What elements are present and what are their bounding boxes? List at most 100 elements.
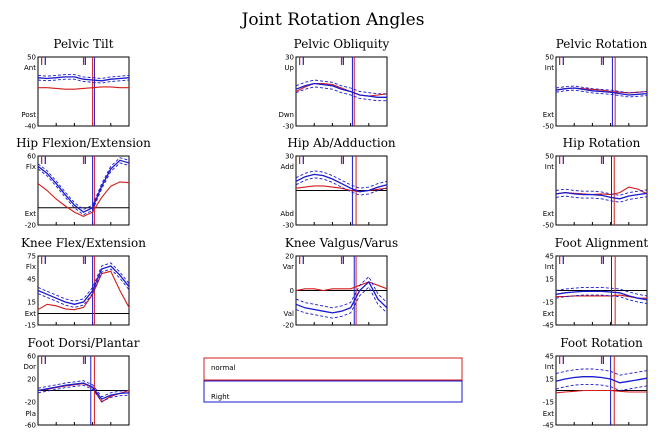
- pelvic-tilt-right-line: [37, 76, 130, 82]
- pelvic-rotation-dir-negative: Ext: [543, 111, 555, 119]
- hip-flexion-extension-chart: Hip Flexion/Extension 60 -20 Flx Ext: [16, 136, 151, 230]
- hip-ab-adduction-dir-negative: Abd: [280, 210, 294, 218]
- pelvic-obliquity-dir-positive: Up: [284, 64, 294, 72]
- hip-rotation-ytick-label: -50: [543, 222, 554, 230]
- foot-dorsi-plantar-dir-positive: Dor: [23, 363, 36, 371]
- foot-dorsi-plantar-ytick-label: 20: [27, 376, 36, 384]
- knee-flex-extension-ytick-label: -15: [25, 322, 36, 330]
- hip-ab-adduction-dir-positive: Add: [280, 163, 294, 171]
- knee-flex-extension-chart: Knee Flex/Extension 75 45 15 -15 Flx Ext: [21, 236, 146, 330]
- foot-dorsi-plantar-ytick-label: 60: [27, 353, 36, 361]
- knee-flex-extension-right-line: [37, 265, 130, 305]
- knee-valgus-varus-right-line: [295, 280, 388, 314]
- pelvic-tilt-ytick-label: 50: [27, 54, 36, 62]
- pelvic-obliquity-frame: [295, 56, 388, 127]
- knee-flex-extension-dir-negative: Ext: [25, 310, 37, 318]
- knee-flex-extension-right-lower-line: [37, 268, 130, 308]
- foot-dorsi-plantar-chart: Foot Dorsi/Plantar 60 20 -20 -60 Dor Pla: [23, 336, 139, 430]
- hip-ab-adduction-right-upper-line: [295, 170, 388, 189]
- hip-rotation-right-upper-line: [555, 188, 648, 196]
- foot-alignment-ytick-label: -15: [543, 299, 554, 307]
- hip-rotation-title: Hip Rotation: [563, 136, 641, 150]
- figure-title: Joint Rotation Angles: [240, 10, 425, 30]
- legend-right-box: [203, 380, 463, 403]
- foot-alignment-right-upper-line: [555, 286, 648, 297]
- foot-alignment-dir-positive: Int: [545, 263, 555, 271]
- foot-dorsi-plantar-normal-line: [37, 383, 130, 403]
- hip-rotation-frame: [555, 155, 648, 226]
- pelvic-tilt-ytick-label: -40: [25, 123, 36, 131]
- foot-rotation-ytick-label: 45: [545, 353, 554, 361]
- pelvic-tilt-right-upper-line: [37, 74, 130, 79]
- hip-flexion-extension-dir-positive: Flx: [26, 163, 36, 171]
- foot-alignment-title: Foot Alignment: [555, 236, 649, 250]
- hip-rotation-chart: Hip Rotation 50 -50 Int Ext: [543, 136, 648, 230]
- pelvic-obliquity-right-lower-line: [295, 86, 387, 102]
- foot-dorsi-plantar-ytick-label: -20: [25, 399, 36, 407]
- foot-rotation-dir-positive: Int: [545, 363, 555, 371]
- foot-alignment-ytick-label: 45: [545, 253, 554, 261]
- hip-rotation-dir-negative: Ext: [543, 210, 555, 218]
- foot-rotation-normal-line: [555, 389, 647, 394]
- pelvic-rotation-right-upper-line: [555, 85, 648, 94]
- pelvic-tilt-right-lower-line: [37, 78, 130, 84]
- knee-valgus-varus-right-upper-line: [295, 275, 388, 309]
- foot-rotation-right-line: [555, 376, 648, 384]
- knee-valgus-varus-ytick-label: -20: [283, 322, 294, 330]
- hip-flexion-extension-frame: [37, 155, 130, 226]
- hip-flexion-extension-title: Hip Flexion/Extension: [16, 136, 151, 150]
- legend-normal-box: [203, 357, 463, 381]
- foot-rotation-right-lower-line: [555, 383, 648, 391]
- pelvic-tilt-chart: Pelvic Tilt 50 -40 Ant Post: [21, 37, 130, 131]
- foot-rotation-title: Foot Rotation: [560, 336, 643, 350]
- pelvic-obliquity-right-upper-line: [295, 79, 387, 95]
- foot-rotation-right-upper-line: [555, 368, 648, 376]
- pelvic-tilt-normal-line: [38, 86, 129, 90]
- hip-flexion-extension-right-line: [37, 159, 130, 213]
- hip-ab-adduction-normal-line: [295, 185, 388, 193]
- foot-alignment-ytick-label: 15: [545, 276, 554, 284]
- hip-rotation-dir-positive: Int: [545, 163, 555, 171]
- hip-flexion-extension-right-upper-line: [37, 157, 130, 211]
- hip-ab-adduction-chart: Hip Ab/Adduction 30 -30 Add Abd: [280, 136, 396, 230]
- hip-flexion-extension-right-lower-line: [37, 162, 130, 216]
- pelvic-rotation-right-line: [555, 87, 648, 96]
- pelvic-tilt-dir-positive: Ant: [24, 64, 36, 72]
- knee-valgus-varus-chart: Knee Valgus/Varus 20 0 -20 Var Val: [283, 236, 399, 330]
- foot-dorsi-plantar-ytick-label: -60: [25, 422, 36, 430]
- pelvic-tilt-title: Pelvic Tilt: [53, 37, 113, 51]
- foot-alignment-ytick-label: -45: [543, 322, 554, 330]
- foot-rotation-ytick-label: -15: [543, 399, 554, 407]
- hip-flexion-extension-ytick-label: -20: [25, 222, 36, 230]
- knee-flex-extension-dir-positive: Flx: [26, 263, 36, 271]
- foot-dorsi-plantar-dir-negative: Pla: [26, 410, 36, 418]
- pelvic-obliquity-title: Pelvic Obliquity: [294, 37, 390, 51]
- knee-flex-extension-frame: [37, 255, 130, 326]
- knee-valgus-varus-dir-negative: Val: [284, 310, 295, 318]
- hip-flexion-extension-dir-negative: Ext: [25, 210, 37, 218]
- hip-rotation-right-lower-line: [555, 195, 648, 203]
- knee-valgus-varus-dir-positive: Var: [283, 263, 295, 271]
- hip-ab-adduction-right-lower-line: [295, 177, 388, 196]
- knee-flex-extension-right-upper-line: [37, 262, 130, 302]
- pelvic-obliquity-right-line: [295, 82, 387, 98]
- pelvic-rotation-dir-positive: Int: [545, 64, 555, 72]
- pelvic-tilt-frame: [37, 56, 130, 127]
- foot-rotation-dir-negative: Ext: [543, 410, 555, 418]
- hip-ab-adduction-ytick-label: -30: [283, 222, 294, 230]
- foot-alignment-right-lower-line: [555, 294, 648, 304]
- hip-rotation-right-line: [555, 191, 648, 200]
- pelvic-obliquity-dir-negative: Dwn: [278, 111, 294, 119]
- foot-alignment-right-line: [555, 290, 648, 301]
- hip-ab-adduction-ytick-label: 30: [285, 153, 294, 161]
- foot-dorsi-plantar-right-upper-line: [37, 380, 130, 398]
- foot-dorsi-plantar-title: Foot Dorsi/Plantar: [28, 336, 140, 350]
- hip-ab-adduction-title: Hip Ab/Adduction: [287, 136, 396, 150]
- pelvic-rotation-title: Pelvic Rotation: [556, 37, 648, 51]
- hip-flexion-extension-ytick-label: 60: [27, 153, 36, 161]
- foot-rotation-ytick-label: 15: [545, 376, 554, 384]
- pelvic-rotation-ytick-label: 50: [545, 54, 554, 62]
